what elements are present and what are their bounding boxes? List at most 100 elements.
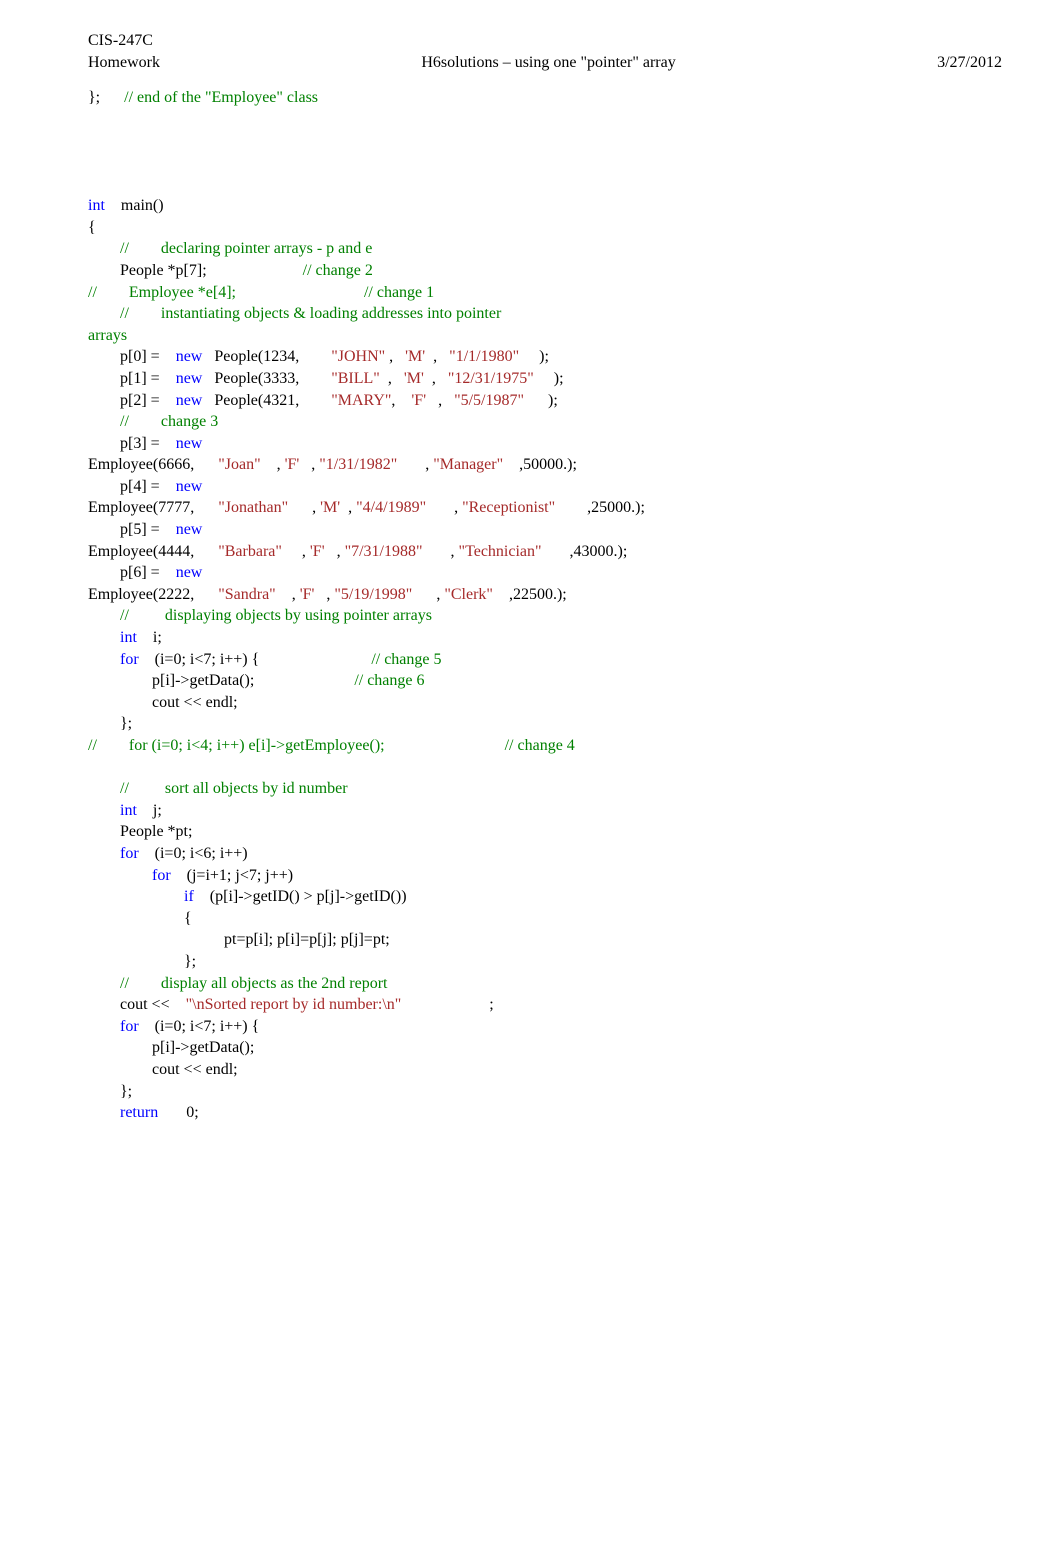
code-token: ,22500.); bbox=[493, 586, 567, 603]
code-token: , bbox=[282, 543, 310, 560]
code-token: "Receptionist" bbox=[462, 499, 555, 516]
code-token: ); bbox=[519, 348, 549, 365]
code-token: i; bbox=[137, 629, 162, 646]
code-token: p[i]->getData(); bbox=[88, 1039, 254, 1056]
code-line: People *pt; bbox=[88, 821, 1002, 843]
code-line: // instantiating objects & loading addre… bbox=[88, 303, 1002, 325]
code-token: new bbox=[176, 564, 203, 581]
code-token: "Barbara" bbox=[218, 543, 282, 560]
code-line: for (i=0; i<7; i++) { bbox=[88, 1016, 1002, 1038]
code-line: Employee(6666, "Joan" , 'F' , "1/31/1982… bbox=[88, 454, 1002, 476]
code-line: { bbox=[88, 908, 1002, 930]
code-token: , bbox=[288, 499, 320, 516]
code-line: cout << endl; bbox=[88, 1059, 1002, 1081]
code-line: People *p[7]; // change 2 bbox=[88, 260, 1002, 282]
header-spacer bbox=[88, 77, 1002, 87]
code-line: p[1] = new People(3333, "BILL" , 'M' , "… bbox=[88, 368, 1002, 390]
code-line: return 0; bbox=[88, 1102, 1002, 1124]
code-token: // end of the "Employee" class bbox=[124, 89, 318, 106]
code-line bbox=[88, 174, 1002, 196]
code-token: "1/1/1980" bbox=[449, 348, 519, 365]
code-line: }; bbox=[88, 1081, 1002, 1103]
code-token: new bbox=[176, 435, 203, 452]
code-token: (i=0; i<7; i++) { bbox=[139, 1018, 260, 1035]
code-line: p[0] = new People(1234, "JOHN" , 'M' , "… bbox=[88, 346, 1002, 368]
code-line: p[2] = new People(4321, "MARY", 'F' , "5… bbox=[88, 390, 1002, 412]
code-line: int main() bbox=[88, 195, 1002, 217]
code-token: "Clerk" bbox=[444, 586, 493, 603]
code-token: p[1] = bbox=[88, 370, 176, 387]
code-line: { bbox=[88, 217, 1002, 239]
code-token: // change 2 bbox=[303, 262, 373, 279]
code-line: for (j=i+1; j<7; j++) bbox=[88, 865, 1002, 887]
code-token bbox=[88, 240, 120, 257]
code-token: for bbox=[152, 867, 171, 884]
code-listing: }; // end of the "Employee" class int ma… bbox=[88, 87, 1002, 1124]
code-line: }; bbox=[88, 713, 1002, 735]
code-token: // declaring pointer arrays - p and e bbox=[120, 240, 372, 257]
code-token: People(1234, bbox=[202, 348, 331, 365]
code-line: }; // end of the "Employee" class bbox=[88, 87, 1002, 109]
code-token: "Manager" bbox=[433, 456, 503, 473]
code-line: // declaring pointer arrays - p and e bbox=[88, 238, 1002, 260]
code-token: // displaying objects by using pointer a… bbox=[120, 607, 432, 624]
code-token: , bbox=[426, 392, 454, 409]
code-token: // display all objects as the 2nd report bbox=[120, 975, 388, 992]
code-token: new bbox=[176, 370, 203, 387]
code-token: ,43000.); bbox=[542, 543, 628, 560]
code-token: }; bbox=[88, 715, 132, 732]
code-token: "7/31/1988" bbox=[345, 543, 423, 560]
code-token bbox=[88, 1018, 120, 1035]
code-token: ; bbox=[401, 996, 493, 1013]
course-code: CIS-247C bbox=[88, 30, 1002, 52]
code-token: cout << endl; bbox=[88, 1061, 238, 1078]
code-token: People(4321, bbox=[202, 392, 331, 409]
code-token: 'F' bbox=[285, 456, 300, 473]
page-header: CIS-247C Homework H6solutions – using on… bbox=[88, 30, 1002, 73]
code-line: p[i]->getData(); bbox=[88, 1037, 1002, 1059]
code-line: cout << endl; bbox=[88, 692, 1002, 714]
code-line: if (p[i]->getID() > p[j]->getID()) bbox=[88, 886, 1002, 908]
code-line: p[3] = new bbox=[88, 433, 1002, 455]
code-token: , bbox=[425, 348, 449, 365]
code-token: j; bbox=[137, 802, 162, 819]
code-token: "BILL" bbox=[331, 370, 380, 387]
code-token: 'F' bbox=[310, 543, 325, 560]
code-token: , bbox=[380, 370, 404, 387]
code-token bbox=[88, 888, 184, 905]
code-token: cout << bbox=[88, 996, 186, 1013]
code-token: , bbox=[391, 392, 411, 409]
code-token: int bbox=[120, 802, 137, 819]
code-token: , bbox=[325, 543, 345, 560]
code-line bbox=[88, 152, 1002, 174]
code-token: new bbox=[176, 478, 203, 495]
code-token bbox=[88, 607, 120, 624]
code-token: // sort all objects by id number bbox=[120, 780, 348, 797]
code-line: // displaying objects by using pointer a… bbox=[88, 605, 1002, 627]
code-token: Employee(6666, bbox=[88, 456, 218, 473]
code-token: "5/19/1998" bbox=[334, 586, 412, 603]
code-token bbox=[88, 1104, 120, 1121]
code-token: // Employee *e[4]; // change 1 bbox=[88, 284, 434, 301]
code-token: for bbox=[120, 1018, 139, 1035]
code-token: People *p[7]; bbox=[88, 262, 303, 279]
code-token: 0; bbox=[158, 1104, 198, 1121]
code-line: // for (i=0; i<4; i++) e[i]->getEmployee… bbox=[88, 735, 1002, 757]
code-line: // change 3 bbox=[88, 411, 1002, 433]
code-token: int bbox=[88, 197, 105, 214]
code-token: 'M' bbox=[405, 348, 425, 365]
homework-label: Homework bbox=[88, 52, 160, 74]
code-token: Employee(2222, bbox=[88, 586, 218, 603]
code-token: // change 6 bbox=[354, 672, 424, 689]
code-token: // instantiating objects & loading addre… bbox=[120, 305, 501, 322]
code-line: }; bbox=[88, 951, 1002, 973]
code-line bbox=[88, 757, 1002, 779]
code-token: "JOHN" bbox=[331, 348, 385, 365]
code-token: , bbox=[397, 456, 433, 473]
code-token: p[3] = bbox=[88, 435, 176, 452]
code-token: for bbox=[120, 845, 139, 862]
code-token bbox=[88, 413, 120, 430]
page-date: 3/27/2012 bbox=[937, 52, 1002, 74]
code-token: , bbox=[299, 456, 319, 473]
code-token: p[0] = bbox=[88, 348, 176, 365]
